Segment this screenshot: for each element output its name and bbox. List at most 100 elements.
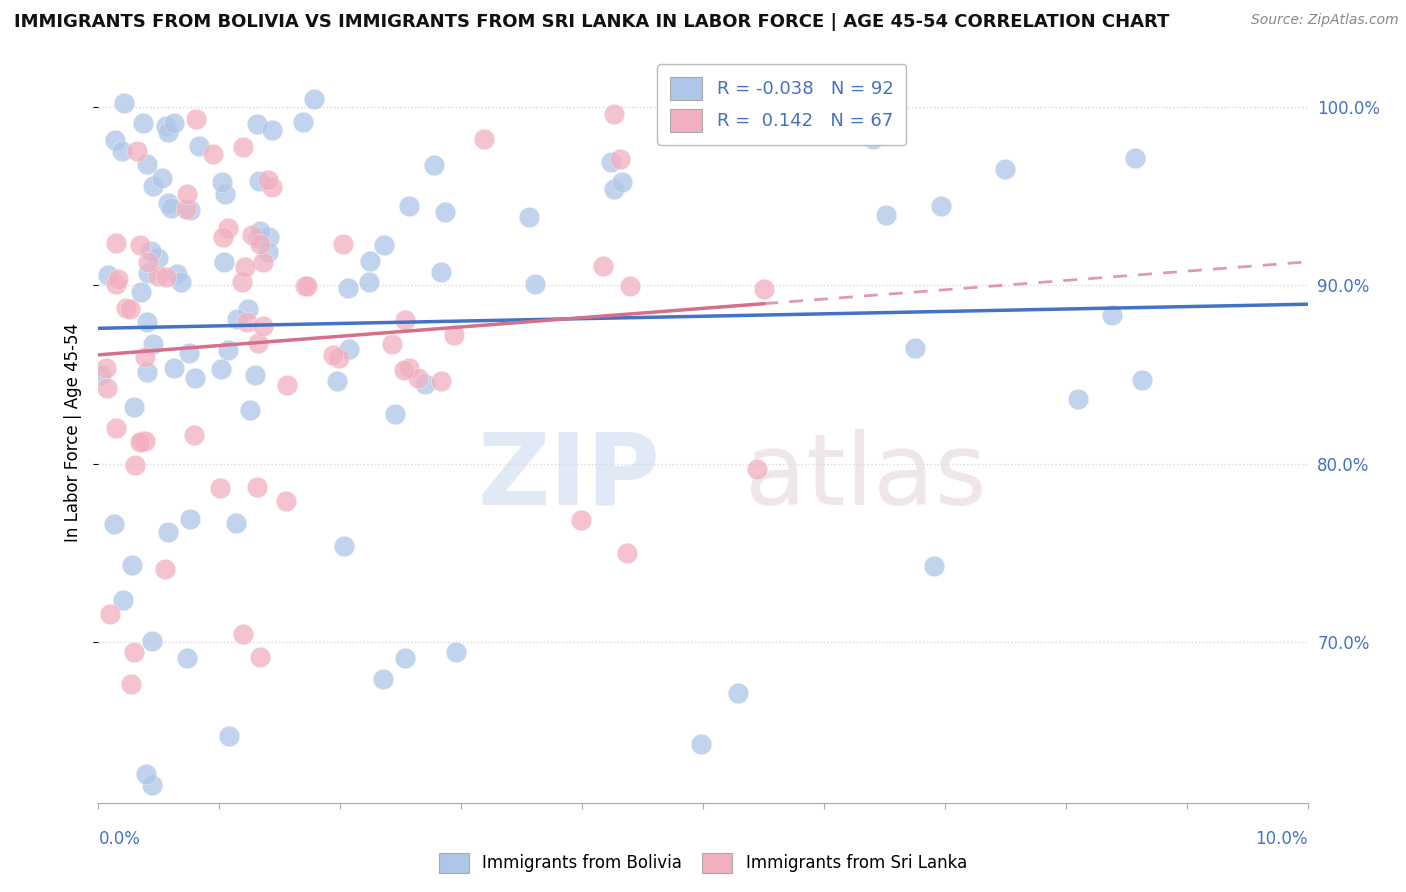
Point	[135, 767, 157, 781]
Point	[328, 351, 350, 365]
Point	[260, 122, 283, 136]
Point	[609, 152, 631, 166]
Point	[124, 458, 146, 473]
Y-axis label: In Labor Force | Age 45-54: In Labor Force | Age 45-54	[65, 323, 83, 542]
Point	[616, 546, 638, 560]
Point	[129, 435, 152, 450]
Point	[135, 315, 157, 329]
Point	[398, 360, 420, 375]
Text: Source: ZipAtlas.com: Source: ZipAtlas.com	[1251, 13, 1399, 28]
Point	[422, 158, 444, 172]
Point	[238, 301, 260, 316]
Point	[524, 277, 547, 291]
Point	[209, 361, 232, 376]
Point	[862, 132, 884, 146]
Point	[150, 170, 173, 185]
Point	[179, 512, 201, 526]
Point	[129, 285, 152, 300]
Point	[599, 155, 621, 169]
Point	[929, 199, 952, 213]
Point	[225, 516, 247, 530]
Point	[155, 561, 177, 575]
Point	[174, 202, 197, 217]
Point	[259, 230, 281, 244]
Point	[332, 237, 354, 252]
Point	[394, 313, 416, 327]
Point	[1130, 373, 1153, 387]
Point	[183, 428, 205, 442]
Point	[128, 237, 150, 252]
Point	[443, 328, 465, 343]
Point	[249, 649, 271, 664]
Point	[569, 513, 592, 527]
Point	[413, 376, 436, 391]
Point	[121, 558, 143, 572]
Text: 10.0%: 10.0%	[1256, 830, 1308, 847]
Point	[208, 481, 231, 495]
Point	[339, 342, 361, 356]
Point	[1123, 151, 1146, 165]
Point	[232, 627, 254, 641]
Point	[98, 607, 121, 622]
Point	[122, 400, 145, 414]
Point	[94, 360, 117, 375]
Point	[394, 650, 416, 665]
Point	[114, 301, 136, 316]
Text: ZIP: ZIP	[478, 428, 661, 525]
Point	[217, 220, 239, 235]
Point	[337, 281, 360, 295]
Point	[380, 336, 402, 351]
Point	[519, 210, 541, 224]
Point	[994, 162, 1017, 177]
Point	[135, 156, 157, 170]
Point	[247, 230, 270, 244]
Point	[246, 117, 269, 131]
Point	[408, 371, 430, 385]
Point	[612, 175, 634, 189]
Point	[257, 245, 280, 260]
Point	[112, 593, 135, 607]
Point	[302, 92, 325, 106]
Point	[322, 348, 344, 362]
Point	[141, 778, 163, 792]
Point	[155, 119, 177, 133]
Point	[179, 345, 201, 359]
Point	[735, 119, 758, 133]
Point	[252, 318, 274, 333]
Point	[233, 260, 256, 274]
Point	[184, 112, 207, 127]
Point	[104, 277, 127, 291]
Point	[134, 434, 156, 449]
Point	[430, 265, 453, 279]
Point	[131, 434, 153, 449]
Point	[754, 282, 776, 296]
Point	[176, 650, 198, 665]
Point	[166, 267, 188, 281]
Text: 0.0%: 0.0%	[98, 830, 141, 847]
Point	[118, 301, 141, 316]
Point	[257, 172, 280, 186]
Point	[163, 116, 186, 130]
Point	[689, 737, 711, 751]
Point	[430, 374, 453, 388]
Point	[188, 138, 211, 153]
Point	[603, 107, 626, 121]
Point	[472, 132, 495, 146]
Point	[176, 187, 198, 202]
Point	[246, 480, 269, 494]
Point	[239, 402, 262, 417]
Point	[141, 634, 163, 648]
Point	[122, 645, 145, 659]
Point	[592, 259, 614, 273]
Point	[127, 144, 149, 158]
Point	[142, 178, 165, 193]
Point	[232, 140, 254, 154]
Point	[247, 336, 270, 351]
Point	[217, 343, 239, 357]
Point	[211, 175, 233, 189]
Point	[212, 230, 235, 244]
Point	[111, 144, 134, 158]
Point	[249, 224, 271, 238]
Point	[1067, 392, 1090, 406]
Point	[97, 268, 120, 282]
